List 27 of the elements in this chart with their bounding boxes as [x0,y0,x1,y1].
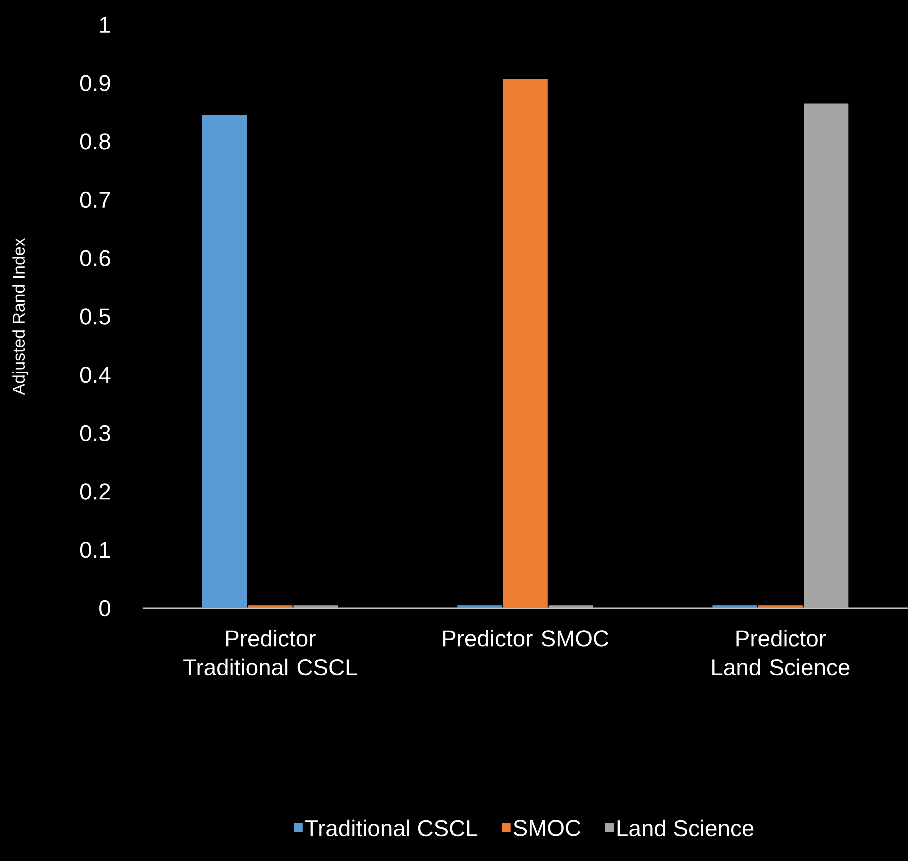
bar [758,605,804,608]
bar [804,104,849,608]
bar [202,115,248,608]
y-tick-label: 0.2 [80,484,110,500]
y-tick-label: 1 [100,16,110,33]
y-tick-label: 0.6 [80,250,110,266]
legend-label: SMOC [514,820,581,836]
y-tick-label: 0.9 [80,75,110,92]
y-axis-title: Adjusted Rand Index [12,238,28,396]
y-tick-label: 0.5 [80,308,110,325]
legend-label: Land Science [618,820,754,836]
bar [458,605,502,608]
bar [503,79,548,608]
bar [294,605,338,608]
bar [712,605,758,608]
y-tick-label: 0 [100,600,111,616]
x-tick-label: Predictor Traditional CSCL [184,630,358,676]
y-tick-label: 0.1 [80,542,110,558]
x-tick-label: Predictor SMOC [443,630,609,647]
legend-label: Traditional CSCL [305,820,478,836]
y-tick-label: 0.3 [80,425,110,442]
y-tick-label: 0.4 [80,366,111,384]
bar [248,605,293,608]
bar [548,605,594,608]
y-tick-label: 0.8 [80,133,110,150]
x-tick-label: Predictor Land Science [712,630,850,676]
y-tick-label: 0.7 [80,192,110,208]
